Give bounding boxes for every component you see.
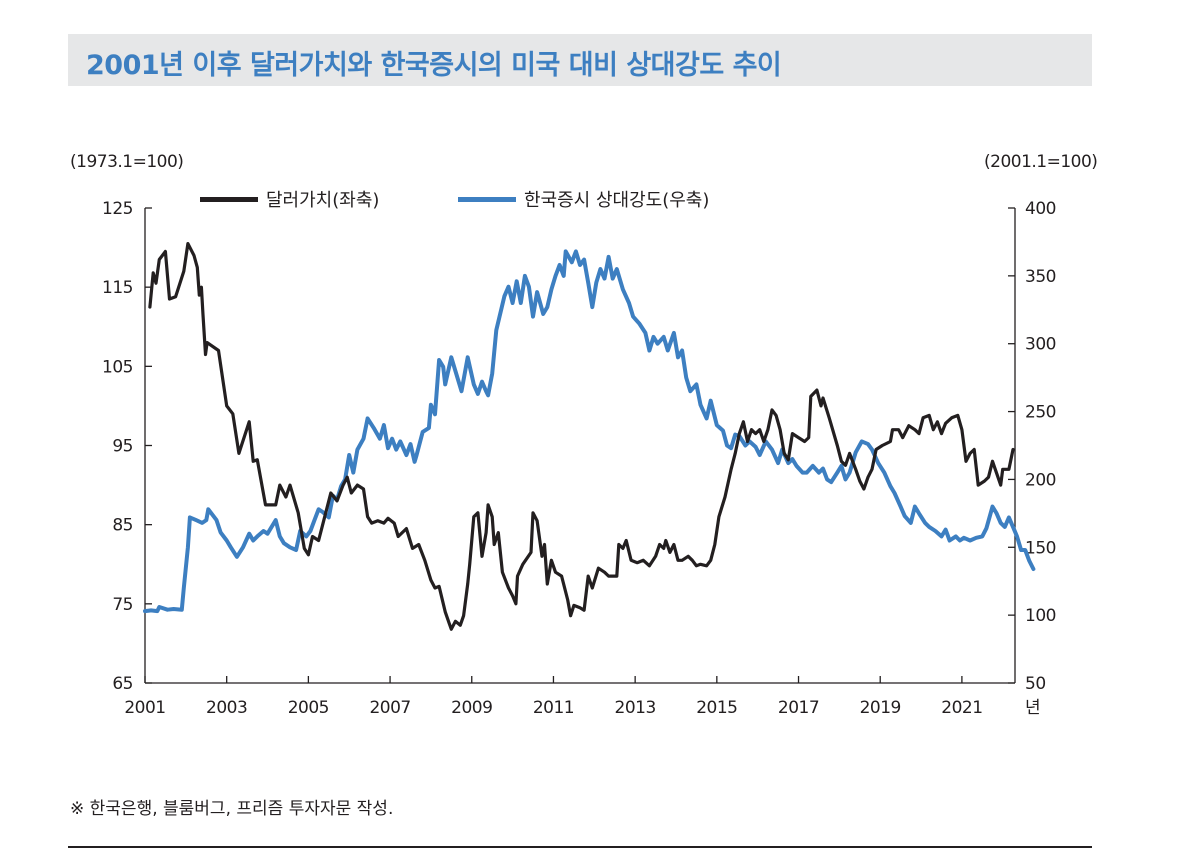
- source-note: ※ 한국은행, 블룸버그, 프리즘 투자자문 작성.: [70, 799, 394, 819]
- legend-swatch-korea: [458, 196, 516, 202]
- x-tick-label: 2009: [451, 698, 492, 718]
- x-tick-label: 2011: [533, 698, 574, 718]
- x-tick-label: 2005: [288, 698, 329, 718]
- legend-label-dollar: 달러가치(좌축): [266, 190, 380, 211]
- axes-group: 65 75 85 95 105 115 125 50 100 150 200 250 300 350 400…: [102, 199, 1056, 718]
- left-tick-label: 125: [102, 199, 133, 219]
- right-tick-label: 100: [1025, 606, 1056, 626]
- right-tick-label: 350: [1025, 267, 1056, 287]
- legend-label-korea: 한국증시 상대강도(우축): [524, 190, 710, 211]
- bottom-rule: [68, 846, 1092, 848]
- left-tick-label: 85: [112, 516, 133, 536]
- right-tick-label: 300: [1025, 335, 1056, 355]
- legend-swatch-dollar: [200, 196, 258, 202]
- left-tick-label: 75: [112, 595, 133, 615]
- series-group: [143, 242, 1036, 631]
- x-tick-label: 2017: [778, 698, 819, 718]
- legend-item-korea: 한국증시 상대강도(우축): [458, 186, 709, 212]
- series-line-korea: [143, 249, 1036, 614]
- x-axis-unit: 년: [1025, 698, 1040, 718]
- right-axis-unit: (2001.1=100): [984, 152, 1098, 172]
- x-tick-label: 2007: [369, 698, 410, 718]
- left-tick-label: 95: [112, 437, 133, 457]
- x-tick-label: 2015: [696, 698, 737, 718]
- left-tick-label: 65: [112, 674, 133, 694]
- x-tick-label: 2013: [615, 698, 656, 718]
- x-tick-label: 2003: [206, 698, 247, 718]
- right-tick-label: 200: [1025, 470, 1056, 490]
- title-bar: 2001년 이후 달러가치와 한국증시의 미국 대비 상대강도 추이: [68, 34, 1092, 86]
- legend-item-dollar: 달러가치(좌축): [200, 186, 379, 212]
- left-tick-label: 115: [102, 278, 133, 298]
- chart-title: 2001년 이후 달러가치와 한국증시의 미국 대비 상대강도 추이: [86, 50, 782, 81]
- right-tick-label: 400: [1025, 199, 1056, 219]
- series-line-dollar: [148, 242, 1015, 631]
- right-tick-label: 150: [1025, 538, 1056, 558]
- x-tick-label: 2019: [860, 698, 901, 718]
- right-tick-label: 250: [1025, 403, 1056, 423]
- x-tick-label: 2001: [124, 698, 165, 718]
- x-tick-label: 2021: [941, 698, 982, 718]
- left-tick-label: 105: [102, 357, 133, 377]
- left-axis-unit: (1973.1=100): [70, 152, 184, 172]
- right-tick-label: 50: [1025, 674, 1046, 694]
